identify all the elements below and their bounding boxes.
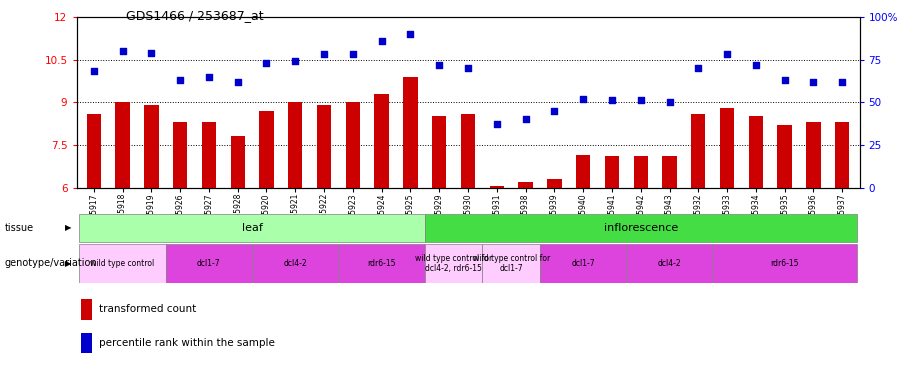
Point (317, 51, 331, 57)
Bar (432, 116, 446, 188)
Text: dcl4-2: dcl4-2 (284, 259, 307, 268)
Point (547, 108, 562, 114)
Point (403, 31, 418, 37)
Bar (634, 156, 648, 188)
Bar (338, 244, 425, 283)
Bar (749, 116, 763, 188)
Text: wild type control for
dcl1-7: wild type control for dcl1-7 (472, 254, 550, 273)
Text: leaf: leaf (242, 223, 263, 233)
Point (259, 60, 274, 66)
Bar (79, 244, 166, 283)
Text: rdr6-15: rdr6-15 (770, 259, 799, 268)
Point (461, 65, 475, 71)
Text: percentile rank within the sample: percentile rank within the sample (99, 338, 274, 348)
Bar (79, 214, 425, 242)
Bar (173, 122, 187, 188)
Text: rdr6-15: rdr6-15 (367, 259, 396, 268)
Text: transformed count: transformed count (99, 304, 196, 314)
Text: dcl4-2: dcl4-2 (658, 259, 681, 268)
Point (346, 51, 360, 57)
Text: tissue: tissue (4, 223, 33, 233)
Point (605, 98, 619, 104)
Point (835, 79, 850, 85)
Bar (547, 179, 562, 188)
Bar (691, 114, 706, 188)
Bar (259, 111, 274, 188)
Bar (518, 182, 533, 188)
Bar (202, 122, 216, 188)
Point (144, 50, 158, 56)
Text: genotype/variation: genotype/variation (4, 258, 97, 268)
Bar (576, 155, 590, 188)
Bar (461, 114, 475, 188)
Bar (482, 244, 540, 283)
Point (374, 38, 389, 44)
Bar (425, 244, 482, 283)
Point (115, 48, 130, 54)
Point (634, 98, 648, 104)
Text: inflorescence: inflorescence (604, 223, 678, 233)
Point (691, 65, 706, 71)
Bar (166, 244, 252, 283)
Point (230, 79, 245, 85)
Bar (626, 244, 713, 283)
Bar (806, 122, 821, 188)
Bar (346, 102, 360, 188)
Point (86, 69, 101, 75)
Text: ▶: ▶ (65, 259, 71, 268)
Bar (778, 125, 792, 188)
Bar (720, 108, 734, 188)
Point (576, 96, 590, 102)
Text: dcl1-7: dcl1-7 (572, 259, 595, 268)
Point (720, 51, 734, 57)
Bar (230, 136, 245, 188)
Bar (403, 76, 418, 188)
Bar (81, 333, 92, 353)
Point (806, 79, 821, 85)
Bar (144, 105, 158, 188)
Text: wild type control for
dcl4-2, rdr6-15: wild type control for dcl4-2, rdr6-15 (415, 254, 492, 273)
Bar (490, 186, 504, 188)
Text: GDS1466 / 253687_at: GDS1466 / 253687_at (126, 9, 264, 22)
Point (518, 116, 533, 122)
Point (173, 77, 187, 83)
Bar (835, 122, 850, 188)
Bar (713, 244, 857, 283)
Point (778, 77, 792, 83)
Point (749, 62, 763, 68)
Text: wild type control: wild type control (90, 259, 155, 268)
Text: dcl1-7: dcl1-7 (197, 259, 220, 268)
Bar (86, 114, 101, 188)
Bar (252, 244, 338, 283)
Bar (81, 299, 92, 320)
Point (202, 74, 216, 80)
Bar (540, 244, 626, 283)
Bar (605, 156, 619, 188)
Point (490, 122, 504, 128)
Bar (288, 102, 302, 188)
Bar (374, 94, 389, 188)
Point (288, 58, 302, 64)
Bar (317, 105, 331, 188)
Bar (662, 156, 677, 188)
Point (662, 99, 677, 105)
Bar (115, 102, 130, 188)
Point (432, 62, 446, 68)
Bar (425, 214, 857, 242)
Text: ▶: ▶ (65, 224, 71, 232)
